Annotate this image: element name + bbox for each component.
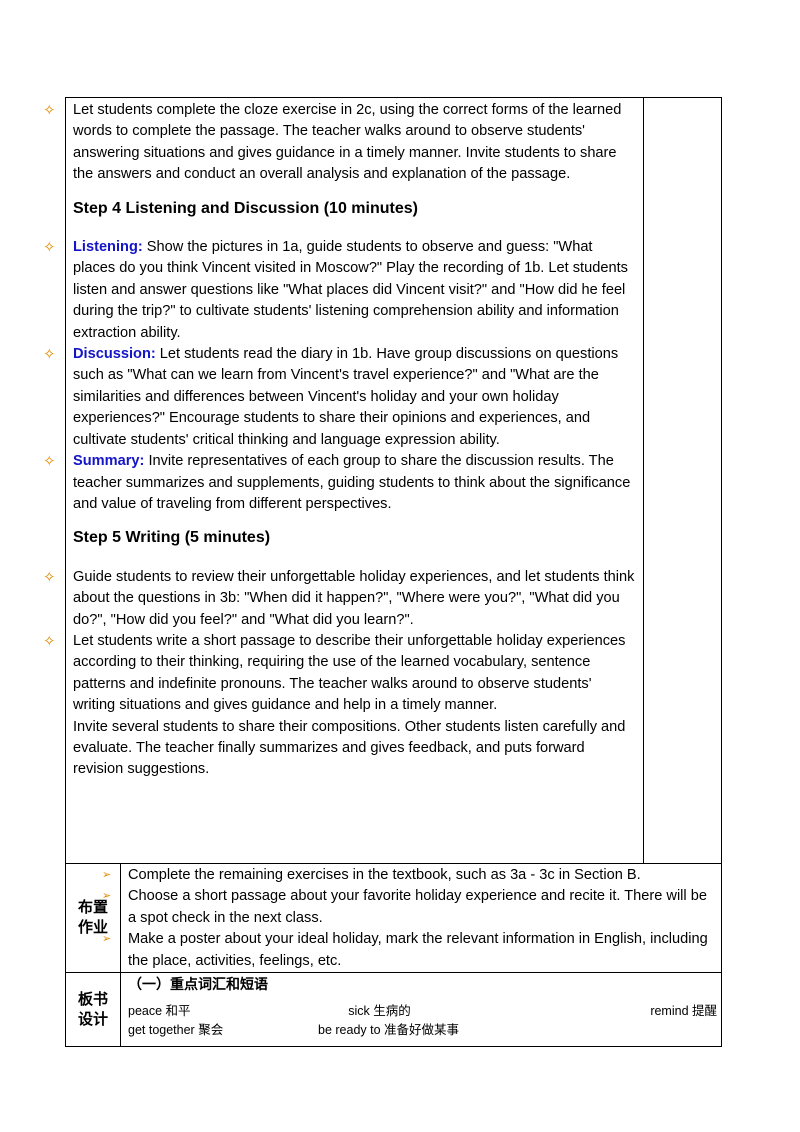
- empty-cell: [643, 97, 722, 864]
- paragraph: ✧ Discussion: Let students read the diary…: [43, 344, 635, 451]
- arrow-icon: ➢: [102, 869, 112, 881]
- text: Choose a short passage about your favori…: [128, 888, 707, 926]
- paragraph: Invite several students to share their c…: [73, 717, 635, 781]
- text: Complete the remaining exercises in the …: [128, 867, 641, 883]
- homework-item: ➢ Choose a short passage about your favor…: [102, 886, 717, 929]
- text: Let students write a short passage to de…: [73, 632, 626, 714]
- bullet-icon: ✧: [43, 568, 56, 586]
- lesson-table: ✧ Let students complete the cloze exercis…: [43, 97, 722, 1048]
- board-item: sick 生病的: [348, 1004, 411, 1019]
- step-heading: Step 4 Listening and Discussion (10 minu…: [73, 199, 418, 217]
- board-row: get together 聚会 be ready to 准备好做某事: [128, 1021, 717, 1040]
- board-cell: （一）重点词汇和短语 peace 和平 sick 生病的 remind 提醒 get …: [120, 972, 722, 1048]
- paragraph: ✧ Summary: Invite representatives of each…: [43, 451, 635, 515]
- board-item: remind 提醒: [650, 1004, 717, 1019]
- board-heading: （一）重点词汇和短语: [128, 976, 268, 993]
- text: Make a poster about your ideal holiday, …: [128, 931, 708, 969]
- text: Guide students to review their unforgett…: [73, 568, 635, 628]
- arrow-icon: ➢: [102, 933, 112, 946]
- board-row: peace 和平 sick 生病的 remind 提醒: [128, 1002, 717, 1021]
- bullet-icon: ✧: [43, 453, 56, 471]
- item-label: Summary:: [73, 453, 145, 470]
- board-item: peace 和平: [128, 1004, 191, 1019]
- text: Invite several students to share their c…: [73, 718, 626, 778]
- bullet-icon: ✧: [43, 239, 56, 257]
- text: Invite representatives of each group to …: [73, 453, 631, 512]
- step-heading: Step 5 Writing (5 minutes): [73, 529, 271, 547]
- text: Let students read the diary in 1b. Have …: [73, 346, 619, 448]
- text: Show the pictures in 1a, guide students …: [73, 239, 628, 341]
- board-item: be ready to 准备好做某事: [318, 1023, 460, 1038]
- homework-item: ➢ Complete the remaining exercises in the…: [102, 865, 717, 886]
- board-item: get together 聚会: [128, 1023, 224, 1038]
- item-label: Listening:: [73, 239, 143, 256]
- homework-cell: ➢ Complete the remaining exercises in the…: [102, 862, 722, 974]
- label: 布置作业: [77, 899, 108, 937]
- procedure-cell: ✧ Let students complete the cloze exercis…: [43, 97, 644, 864]
- bullet-icon: ✧: [43, 346, 56, 364]
- paragraph: ✧ Guide students to review their unforget…: [43, 567, 635, 631]
- arrow-icon: ➢: [102, 890, 112, 903]
- row-label: 布置作业: [65, 862, 121, 974]
- row-label: 板书设计: [65, 972, 121, 1048]
- paragraph: ✧ Let students complete the cloze exercis…: [43, 102, 622, 183]
- homework-item: ➢ Make a poster about your ideal holiday,…: [102, 929, 717, 972]
- bullet-icon: ✧: [43, 632, 56, 650]
- text: Let students complete the cloze exercise…: [73, 102, 622, 183]
- item-label: Discussion:: [73, 346, 156, 363]
- label: 板书设计: [77, 990, 108, 1028]
- paragraph: ✧ Let students write a short passage to d…: [43, 631, 635, 717]
- paragraph: ✧ Listening: Show the pictures in 1a, gui…: [43, 237, 635, 344]
